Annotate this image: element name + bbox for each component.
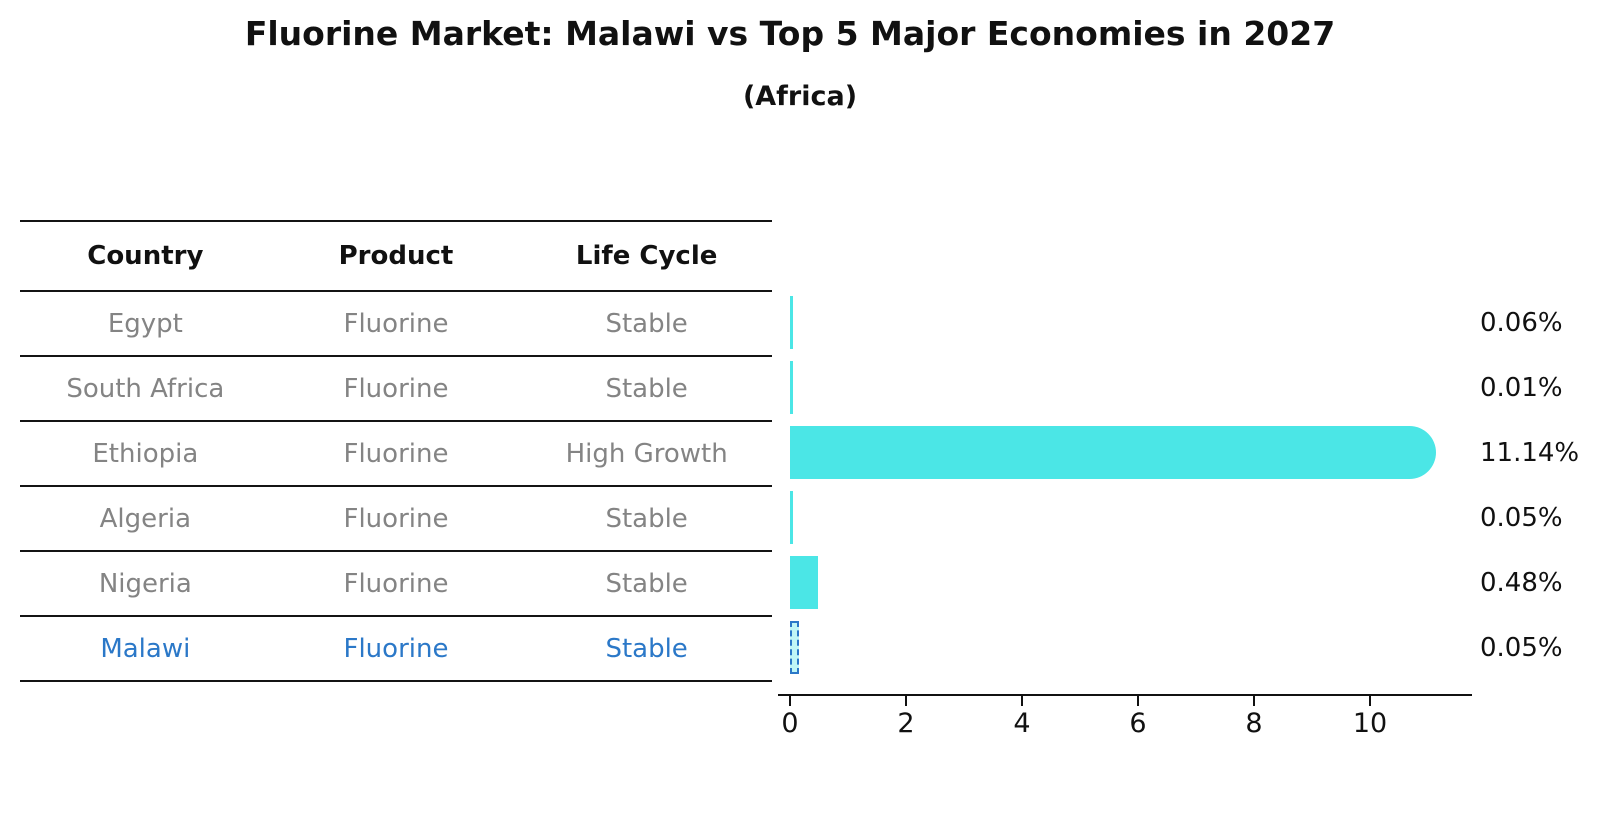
x-axis-tick	[905, 696, 907, 706]
page-title: Fluorine Market: Malawi vs Top 5 Major E…	[244, 14, 1336, 53]
market-table: Country Product Life Cycle Egypt Fluorin…	[20, 220, 772, 682]
value-label: 0.05%	[1480, 632, 1563, 663]
bar-row-south-africa	[778, 355, 1472, 420]
value-label: 11.14%	[1480, 437, 1580, 468]
bar	[790, 296, 794, 349]
cell-country: Malawi	[100, 633, 191, 664]
value-label: 0.05%	[1480, 502, 1563, 533]
x-axis-tick-label: 2	[897, 708, 915, 739]
cell-country: Algeria	[99, 503, 191, 534]
bar	[790, 361, 793, 414]
cell-lifecycle: Stable	[605, 568, 688, 599]
bar-chart-plot-area	[778, 290, 1472, 680]
table-row: Nigeria Fluorine Stable	[20, 552, 772, 617]
bar-highlighted	[790, 621, 799, 674]
cell-lifecycle: Stable	[605, 633, 688, 664]
x-axis-tick-label: 0	[781, 708, 799, 739]
x-axis-tick	[1137, 696, 1139, 706]
cell-country: Nigeria	[98, 568, 192, 599]
bar-row-egypt	[778, 290, 1472, 355]
x-axis-tick	[1253, 696, 1255, 706]
bar	[790, 556, 818, 609]
cell-product: Fluorine	[343, 308, 449, 339]
table-row: South Africa Fluorine Stable	[20, 357, 772, 422]
bar	[790, 491, 793, 544]
cell-product: Fluorine	[343, 373, 449, 404]
cell-product: Fluorine	[343, 438, 449, 469]
cell-product: Fluorine	[343, 568, 449, 599]
cell-country: Egypt	[107, 308, 183, 339]
cell-country: South Africa	[66, 373, 225, 404]
column-header-product: Product	[338, 241, 454, 271]
value-label: 0.48%	[1480, 567, 1563, 598]
x-axis-tick	[1369, 696, 1371, 706]
value-label: 0.01%	[1480, 372, 1563, 403]
table-row: Ethiopia Fluorine High Growth	[20, 422, 772, 487]
x-axis-tick	[789, 696, 791, 706]
x-axis-tick	[1021, 696, 1023, 706]
cell-product: Fluorine	[343, 633, 449, 664]
bar	[790, 426, 1437, 479]
column-header-country: Country	[87, 241, 204, 271]
bar-row-malawi	[778, 615, 1472, 680]
cell-lifecycle: Stable	[605, 308, 688, 339]
bar-row-ethiopia	[778, 420, 1472, 485]
bar-row-nigeria	[778, 550, 1472, 615]
x-axis: 0 2 4 6 8 10	[778, 694, 1472, 744]
cell-lifecycle: High Growth	[565, 438, 728, 469]
page-subtitle: (Africa)	[742, 81, 858, 112]
table-row: Algeria Fluorine Stable	[20, 487, 772, 552]
x-axis-tick-label: 4	[1013, 708, 1031, 739]
cell-lifecycle: Stable	[605, 373, 688, 404]
cell-product: Fluorine	[343, 503, 449, 534]
table-row: Malawi Fluorine Stable	[20, 617, 772, 682]
table-body: Egypt Fluorine Stable South Africa Fluor…	[20, 292, 772, 682]
table-header-row: Country Product Life Cycle	[20, 222, 772, 292]
x-axis-tick-label: 6	[1129, 708, 1147, 739]
x-axis-tick-label: 8	[1245, 708, 1263, 739]
cell-country: Ethiopia	[92, 438, 199, 469]
x-axis-tick-label: 10	[1352, 708, 1388, 739]
column-header-lifecycle: Life Cycle	[575, 241, 718, 271]
table-row: Egypt Fluorine Stable	[20, 292, 772, 357]
bar-row-algeria	[778, 485, 1472, 550]
x-axis-spine	[778, 694, 1472, 696]
value-label: 0.06%	[1480, 307, 1563, 338]
cell-lifecycle: Stable	[605, 503, 688, 534]
